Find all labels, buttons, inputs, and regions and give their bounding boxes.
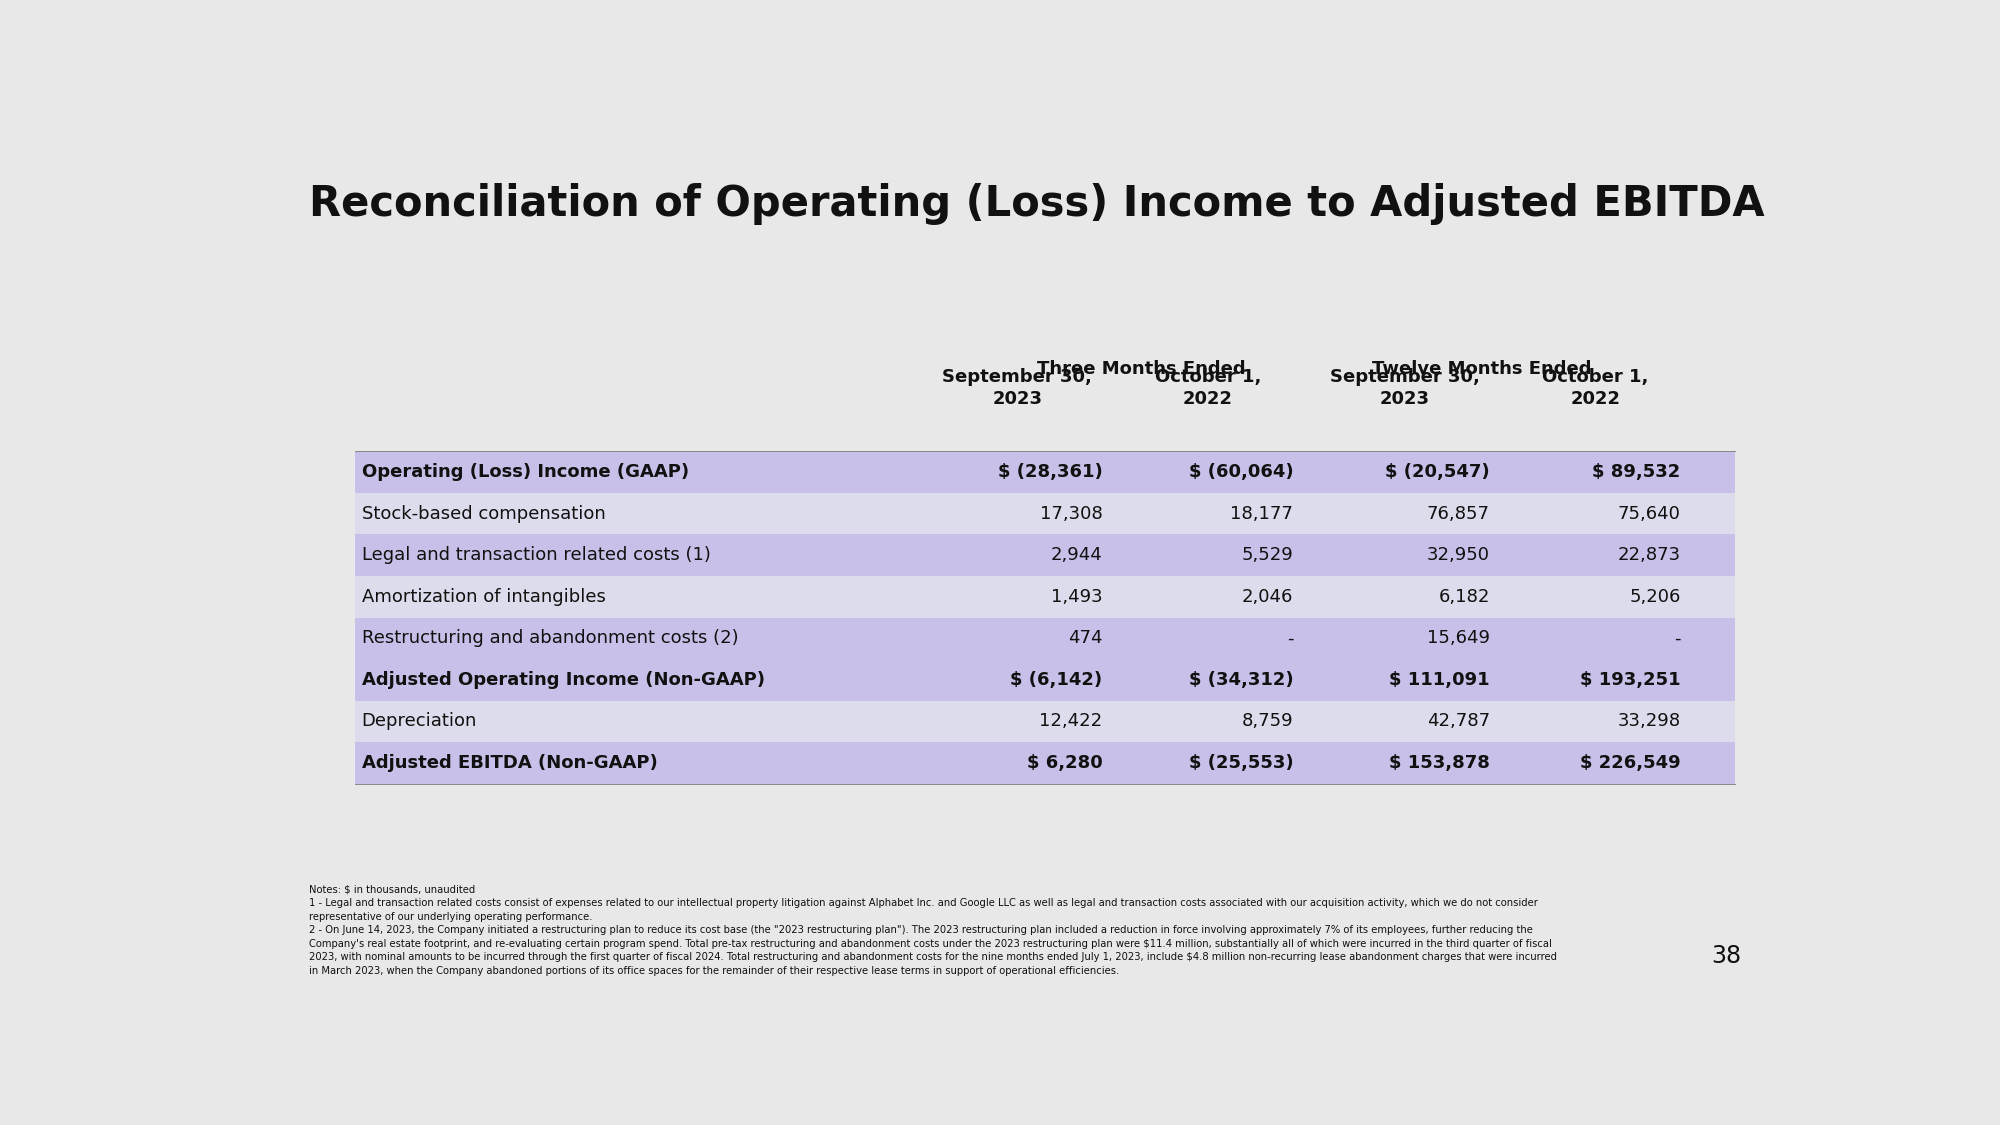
Text: $ 226,549: $ 226,549 <box>1580 754 1680 772</box>
Text: 17,308: 17,308 <box>1040 504 1102 522</box>
Bar <box>356 659 1734 701</box>
Text: $ (34,312): $ (34,312) <box>1188 670 1294 688</box>
Text: 2,944: 2,944 <box>1050 546 1102 564</box>
Text: Reconciliation of Operating (Loss) Income to Adjusted EBITDA: Reconciliation of Operating (Loss) Incom… <box>308 182 1764 225</box>
Text: 18,177: 18,177 <box>1230 504 1294 522</box>
Text: 12,422: 12,422 <box>1040 712 1102 730</box>
Text: Amortization of intangibles: Amortization of intangibles <box>362 587 606 605</box>
Bar <box>356 493 1734 534</box>
Text: $ (20,547): $ (20,547) <box>1386 464 1490 482</box>
Bar <box>356 576 1734 618</box>
Text: 33,298: 33,298 <box>1618 712 1680 730</box>
Bar <box>356 618 1734 659</box>
Text: Adjusted EBITDA (Non-GAAP): Adjusted EBITDA (Non-GAAP) <box>362 754 658 772</box>
Text: 2,046: 2,046 <box>1242 587 1294 605</box>
Text: 32,950: 32,950 <box>1428 546 1490 564</box>
Text: $ 111,091: $ 111,091 <box>1390 670 1490 688</box>
Text: 15,649: 15,649 <box>1428 629 1490 647</box>
Text: 6,182: 6,182 <box>1438 587 1490 605</box>
Text: Adjusted Operating Income (Non-GAAP): Adjusted Operating Income (Non-GAAP) <box>362 670 764 688</box>
Text: October 1,
2022: October 1, 2022 <box>1542 368 1648 408</box>
Text: 474: 474 <box>1068 629 1102 647</box>
Bar <box>356 534 1734 576</box>
Text: Notes: $ in thousands, unaudited
1 - Legal and transaction related costs consist: Notes: $ in thousands, unaudited 1 - Leg… <box>308 884 1556 975</box>
Text: 22,873: 22,873 <box>1618 546 1680 564</box>
Text: 5,529: 5,529 <box>1242 546 1294 564</box>
Text: -: - <box>1286 629 1294 647</box>
Text: 76,857: 76,857 <box>1428 504 1490 522</box>
Text: Depreciation: Depreciation <box>362 712 476 730</box>
Text: $ 6,280: $ 6,280 <box>1026 754 1102 772</box>
Text: $ (25,553): $ (25,553) <box>1188 754 1294 772</box>
Text: $ (28,361): $ (28,361) <box>998 464 1102 482</box>
Text: $ 153,878: $ 153,878 <box>1390 754 1490 772</box>
Text: 38: 38 <box>1710 944 1742 969</box>
Text: $ 89,532: $ 89,532 <box>1592 464 1680 482</box>
Text: Operating (Loss) Income (GAAP): Operating (Loss) Income (GAAP) <box>362 464 688 482</box>
Text: -: - <box>1674 629 1680 647</box>
Text: $ (6,142): $ (6,142) <box>1010 670 1102 688</box>
Text: $ (60,064): $ (60,064) <box>1188 464 1294 482</box>
Text: Three Months Ended: Three Months Ended <box>1036 360 1246 378</box>
Text: Twelve Months Ended: Twelve Months Ended <box>1372 360 1592 378</box>
Text: Legal and transaction related costs (1): Legal and transaction related costs (1) <box>362 546 710 564</box>
Text: 1,493: 1,493 <box>1050 587 1102 605</box>
Bar <box>356 742 1734 784</box>
Text: September 30,
2023: September 30, 2023 <box>1330 368 1480 408</box>
Text: 42,787: 42,787 <box>1426 712 1490 730</box>
Bar <box>356 451 1734 493</box>
Text: October 1,
2022: October 1, 2022 <box>1154 368 1262 408</box>
Text: 75,640: 75,640 <box>1618 504 1680 522</box>
Text: September 30,
2023: September 30, 2023 <box>942 368 1092 408</box>
Bar <box>356 701 1734 742</box>
Text: $ 193,251: $ 193,251 <box>1580 670 1680 688</box>
Text: 5,206: 5,206 <box>1630 587 1680 605</box>
Text: Restructuring and abandonment costs (2): Restructuring and abandonment costs (2) <box>362 629 738 647</box>
Text: 8,759: 8,759 <box>1242 712 1294 730</box>
Text: Stock-based compensation: Stock-based compensation <box>362 504 606 522</box>
